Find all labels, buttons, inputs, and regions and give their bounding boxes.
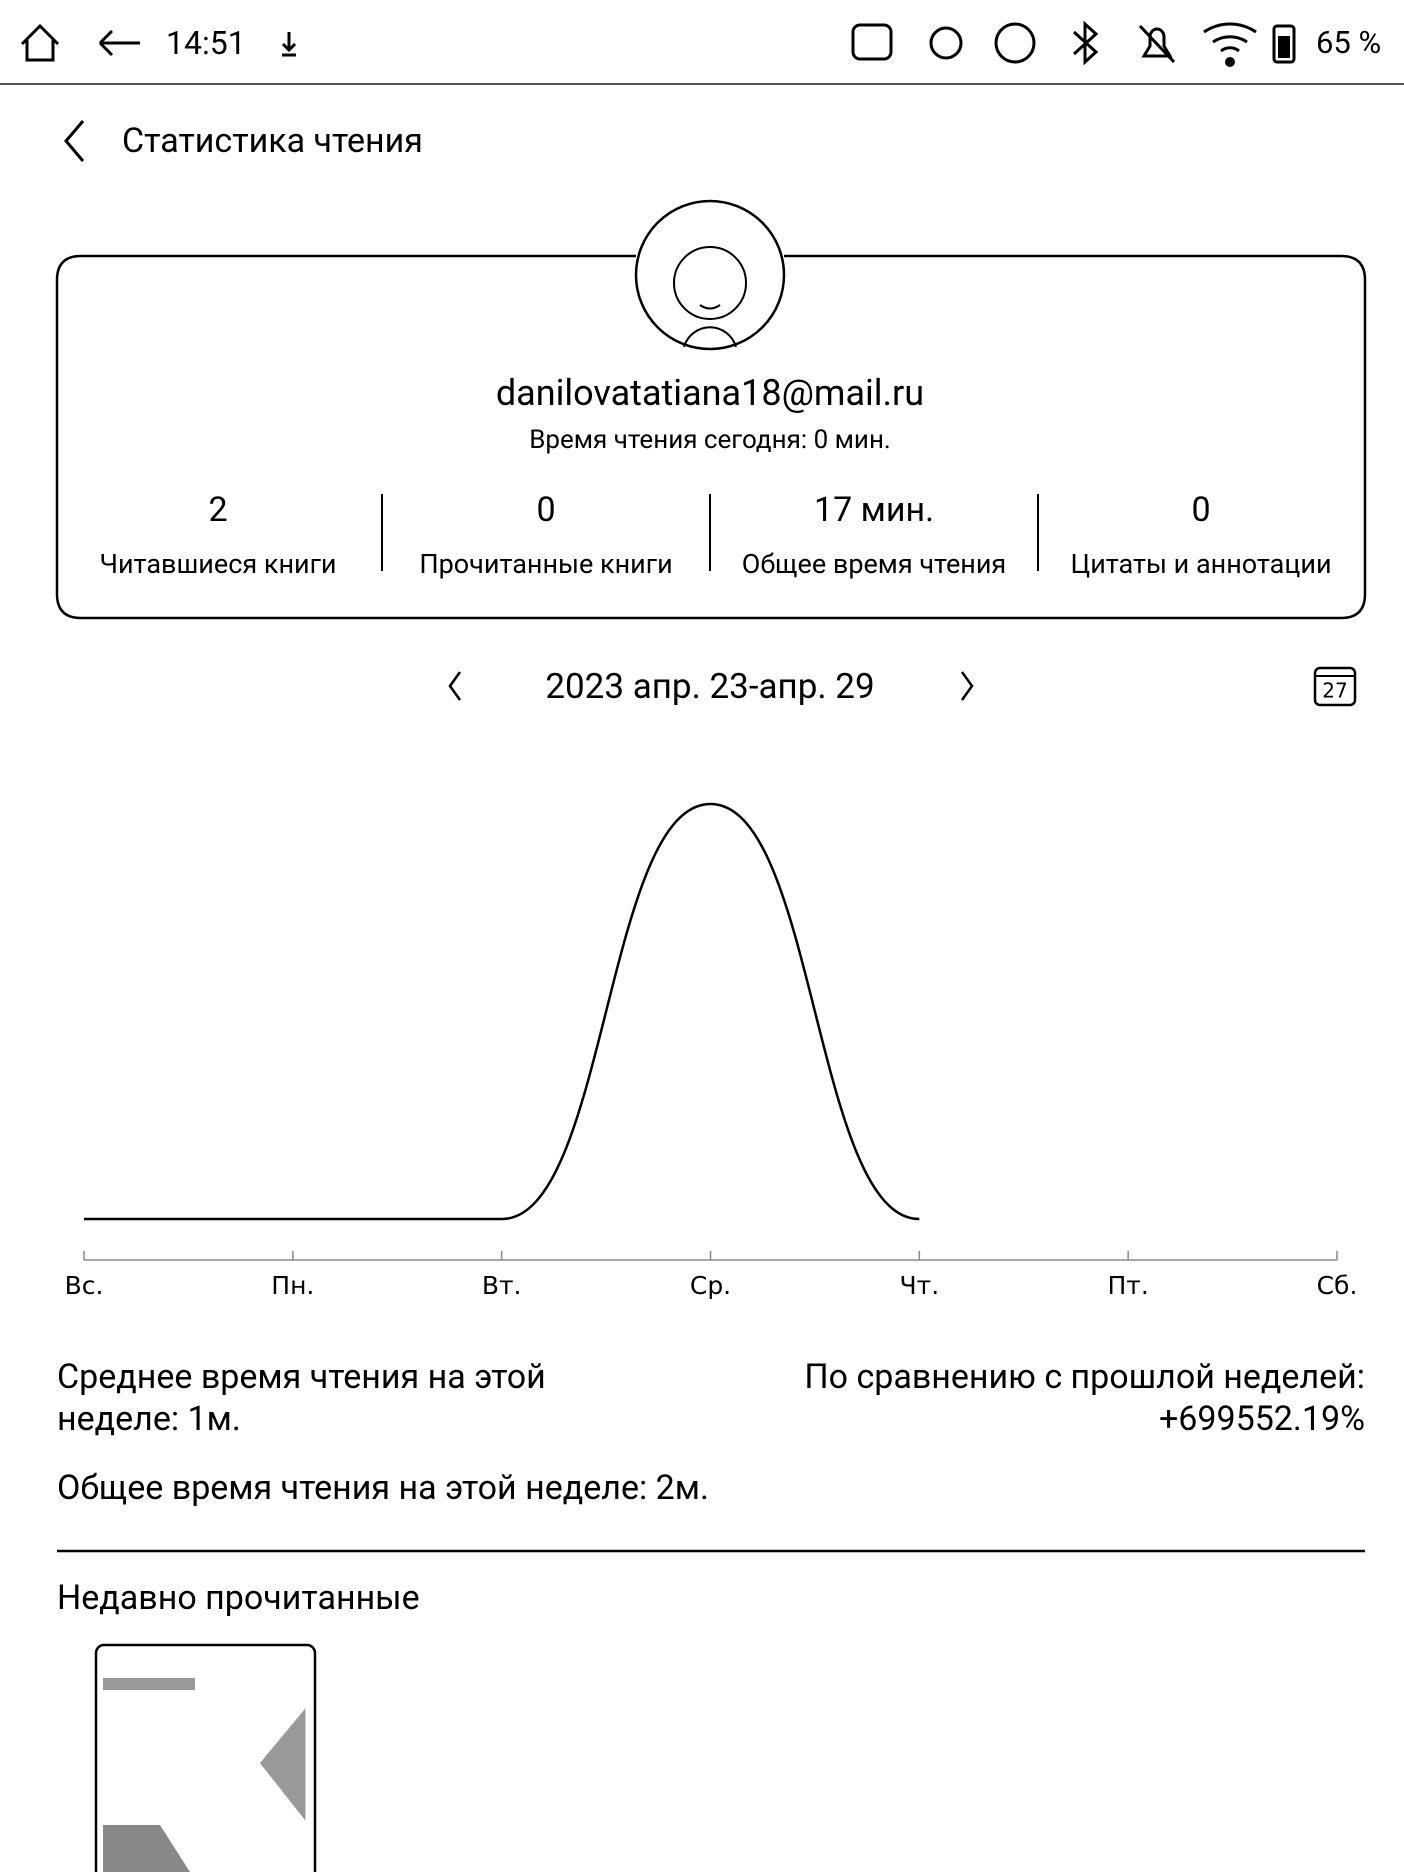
stat-label: Прочитанные книги — [419, 548, 673, 580]
status-icons — [20, 20, 1296, 66]
stat-value: 17 мин. — [813, 490, 935, 530]
x-tick-label: Сб. — [1317, 1271, 1358, 1300]
stat-value: 0 — [1191, 490, 1211, 530]
calendar-button[interactable] — [1313, 666, 1357, 707]
recent-title: Недавно прочитанные — [57, 1578, 420, 1618]
book-cover[interactable] — [94, 1643, 317, 1872]
x-tick-label: Чт. — [900, 1271, 940, 1300]
today-time: Время чтения сегодня: 0 мин. — [529, 425, 891, 455]
stat-value: 0 — [536, 490, 556, 530]
cover-shape — [256, 1699, 309, 1830]
mute-icon[interactable] — [1138, 24, 1176, 64]
calendar-day: 27 — [1322, 679, 1347, 703]
week-range: 2023 апр. 23-апр. 29 — [545, 666, 875, 707]
avatar-detail — [683, 304, 737, 348]
back-icon[interactable] — [98, 29, 140, 57]
cover-shape — [103, 1825, 190, 1872]
comparison-label: По сравнению с прошлой неделей: — [804, 1357, 1365, 1397]
clock: 14:51 — [166, 24, 246, 62]
stat-label: Цитаты и аннотации — [1070, 548, 1332, 580]
bluetooth-icon[interactable] — [1072, 20, 1099, 66]
battery-level — [1278, 36, 1290, 58]
avatar-face — [673, 246, 747, 320]
x-tick-label: Пт. — [1108, 1271, 1149, 1300]
total-time: Общее время чтения на этой неделе: 2м. — [57, 1468, 709, 1508]
battery-icon — [1272, 24, 1296, 64]
wifi-icon[interactable] — [1203, 22, 1257, 53]
battery-text: 65 % — [1316, 24, 1382, 61]
sync-icon[interactable] — [851, 23, 893, 61]
x-tick-label: Вс. — [65, 1271, 104, 1300]
download-icon — [281, 32, 297, 57]
book-thumbnail[interactable] — [94, 1643, 317, 1872]
x-tick-label: Ср. — [690, 1271, 731, 1300]
back-button[interactable] — [64, 120, 85, 162]
home-icon[interactable] — [20, 23, 60, 62]
rotate-icon[interactable] — [994, 22, 1036, 64]
x-tick-label: Вт. — [482, 1271, 522, 1300]
average-time: Среднее время чтения на этой неделе: 1м. — [57, 1357, 546, 1439]
prev-week[interactable] — [448, 671, 462, 701]
cover-bar — [103, 1678, 195, 1690]
comparison-value: +699552.19% — [1158, 1399, 1365, 1439]
email: danilovatatiana18@mail.ru — [495, 372, 925, 414]
chart: Вс. Пн. Вт. Ср. Чт. Пт. Сб. — [65, 802, 1358, 1300]
profile-card — [55, 254, 1367, 620]
wifi-dot — [1225, 57, 1235, 67]
stat-value: 2 — [208, 490, 228, 530]
next-week[interactable] — [960, 671, 974, 701]
page-title: Статистика чтения — [122, 121, 423, 161]
light-icon[interactable] — [929, 26, 963, 60]
stat-label: Общее время чтения — [741, 548, 1007, 580]
avatar[interactable] — [634, 199, 786, 351]
stat-label: Читавшиеся книги — [99, 548, 337, 580]
line-series — [84, 802, 920, 1221]
x-tick-label: Пн. — [271, 1271, 314, 1300]
